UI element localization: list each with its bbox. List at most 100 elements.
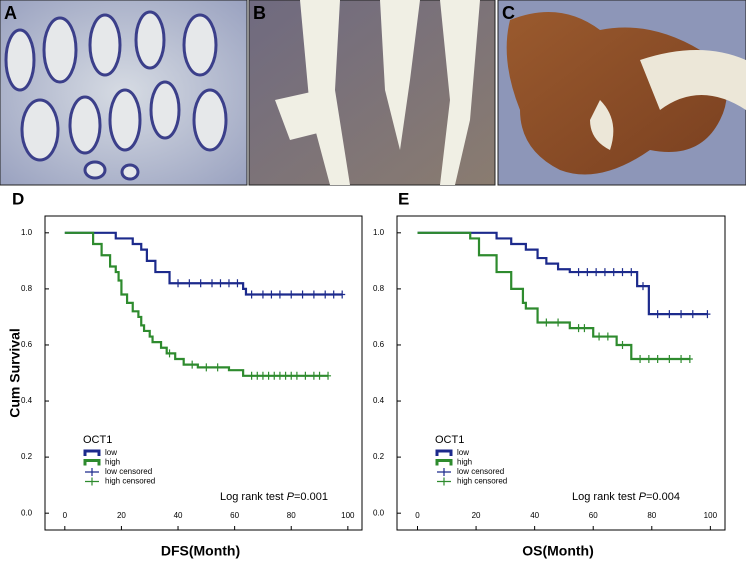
censor-mark (593, 268, 600, 277)
censor-mark (628, 268, 635, 277)
plot-frame (44, 215, 363, 531)
censor-mark (203, 363, 210, 372)
legend-label: high (457, 458, 472, 467)
legend-label: high (105, 458, 120, 467)
censor-mark (214, 363, 221, 372)
annotation-part: =0.001 (294, 491, 328, 503)
annotation-part: Log rank test (572, 491, 636, 503)
legend-label: low censored (457, 467, 504, 476)
y-tick-label: 0.0 (373, 508, 385, 517)
micrograph-c (497, 0, 746, 186)
censor-mark (259, 371, 266, 380)
censor-mark (325, 371, 332, 380)
x-axis-label: OS(Month) (522, 543, 594, 559)
survival-curve (64, 231, 329, 377)
x-tick-label: 40 (530, 511, 539, 520)
panel-label: B (253, 3, 266, 23)
censor-mark (288, 290, 295, 299)
annotation-part: Log rank test (220, 491, 284, 503)
censor-mark (208, 279, 215, 288)
y-tick-label: 0.6 (21, 340, 33, 349)
censor-mark (575, 268, 582, 277)
censor-mark (689, 310, 696, 319)
legend-label: high censored (105, 477, 155, 486)
censor-mark (601, 268, 608, 277)
annotation-part: P (639, 491, 647, 503)
x-tick-label: 60 (589, 511, 598, 520)
panel-label: E (398, 189, 409, 208)
micrograph-a (0, 0, 248, 186)
legend-symbol (83, 449, 101, 456)
legend-symbol (435, 449, 453, 456)
y-tick-label: 0.4 (373, 396, 385, 405)
y-tick-label: 0.6 (373, 340, 385, 349)
censor-mark (186, 279, 193, 288)
censor-mark (678, 310, 685, 319)
y-tick-label: 0.0 (21, 508, 33, 517)
censor-mark (322, 290, 329, 299)
x-tick-label: 100 (341, 511, 355, 520)
censor-mark (686, 354, 693, 363)
y-tick-label: 0.2 (373, 452, 385, 461)
annotation: Log rank test P=0.001 (220, 491, 328, 503)
annotation-part: P (287, 491, 295, 503)
censor-mark (166, 349, 173, 358)
censor-mark (604, 332, 611, 341)
y-tick-label: 0.8 (21, 284, 33, 293)
censor-mark (543, 318, 550, 327)
censor-mark (282, 371, 289, 380)
censor-mark (654, 310, 661, 319)
censor-mark (268, 290, 275, 299)
legend-label: low (105, 448, 117, 457)
x-tick-label: 20 (117, 511, 126, 520)
x-tick-label: 100 (704, 511, 718, 520)
censor-mark (293, 371, 300, 380)
censor-mark (316, 371, 323, 380)
censor-mark (288, 371, 295, 380)
survival-curve (64, 231, 343, 296)
censor-mark (175, 279, 182, 288)
censor-mark (596, 332, 603, 341)
censor-mark (704, 310, 711, 319)
censor-mark (555, 318, 562, 327)
y-tick-label: 0.4 (21, 396, 33, 405)
censor-mark (637, 354, 644, 363)
x-tick-label: 80 (287, 511, 296, 520)
censor-mark (271, 371, 278, 380)
censor-mark (248, 290, 255, 299)
annotation-part: =0.004 (646, 491, 680, 503)
censor-mark (259, 290, 266, 299)
x-tick-label: 0 (63, 511, 68, 520)
censor-mark (666, 354, 673, 363)
legend-label: high censored (457, 477, 507, 486)
censor-mark (654, 354, 661, 363)
censor-mark (197, 279, 204, 288)
legend-title: OCT1 (83, 434, 112, 446)
censor-mark (276, 290, 283, 299)
x-tick-label: 0 (415, 511, 420, 520)
legend-title: OCT1 (435, 434, 464, 446)
legend-symbol (83, 459, 101, 466)
x-tick-label: 40 (174, 511, 183, 520)
legend-label: low (457, 448, 469, 457)
annotation: Log rank test P=0.004 (572, 491, 680, 503)
panel-label: C (502, 3, 515, 23)
plot-frame (396, 215, 726, 531)
censor-mark (581, 324, 588, 333)
legend-symbol (437, 477, 451, 486)
censor-mark (640, 282, 646, 291)
censor-mark (645, 354, 652, 363)
censor-mark (254, 371, 261, 380)
censor-mark (666, 310, 673, 319)
legend-label: low censored (105, 467, 152, 476)
censor-mark (276, 371, 283, 380)
censor-mark (217, 279, 224, 288)
censor-mark (619, 268, 626, 277)
censor-mark (678, 354, 685, 363)
panel-label: D (12, 189, 24, 208)
censor-mark (310, 290, 317, 299)
censor-mark (310, 371, 317, 380)
micrograph-b (248, 0, 496, 186)
y-tick-label: 1.0 (373, 228, 385, 237)
